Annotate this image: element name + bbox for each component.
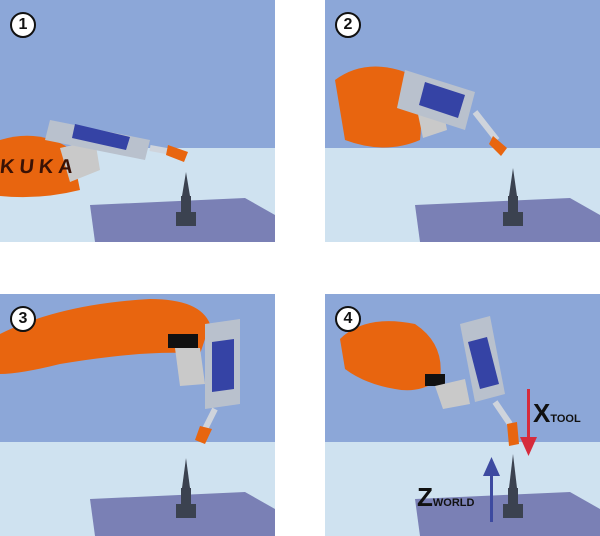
- step-number: 2: [335, 12, 361, 38]
- z-world-label: ZWORLD: [417, 482, 475, 512]
- welding-torch-icon: [397, 70, 507, 156]
- welding-torch-icon: [195, 319, 240, 444]
- step-number: 3: [10, 306, 36, 332]
- reference-pin-icon: [176, 458, 196, 518]
- step-panel-4: 4 XTOOL ZWORLD: [325, 294, 600, 536]
- reference-pin-icon: [176, 172, 196, 226]
- x-tool-label: XTOOL: [533, 398, 581, 428]
- robot-logo-text: KUKA: [0, 156, 79, 178]
- welding-torch-icon: [45, 120, 188, 162]
- step-panel-1: 1 KUKA: [0, 0, 275, 242]
- robot-arm-icon: [0, 299, 210, 386]
- welding-torch-icon: [460, 316, 519, 446]
- step-panel-3: 3: [0, 294, 275, 536]
- step-panel-2: 2: [325, 0, 600, 242]
- reference-pin-icon: [503, 454, 523, 518]
- robot-arm-icon: [340, 321, 470, 409]
- reference-pin-icon: [503, 168, 523, 226]
- scene-2: [325, 0, 600, 242]
- robot-arm-icon: [0, 135, 100, 198]
- step-number: 1: [10, 12, 36, 38]
- scene-3: [0, 294, 275, 536]
- arrow-down-icon: [520, 389, 537, 456]
- step-number: 4: [335, 306, 361, 332]
- scene-4: [325, 294, 600, 536]
- scene-1: [0, 0, 275, 242]
- arrow-up-icon: [483, 457, 500, 522]
